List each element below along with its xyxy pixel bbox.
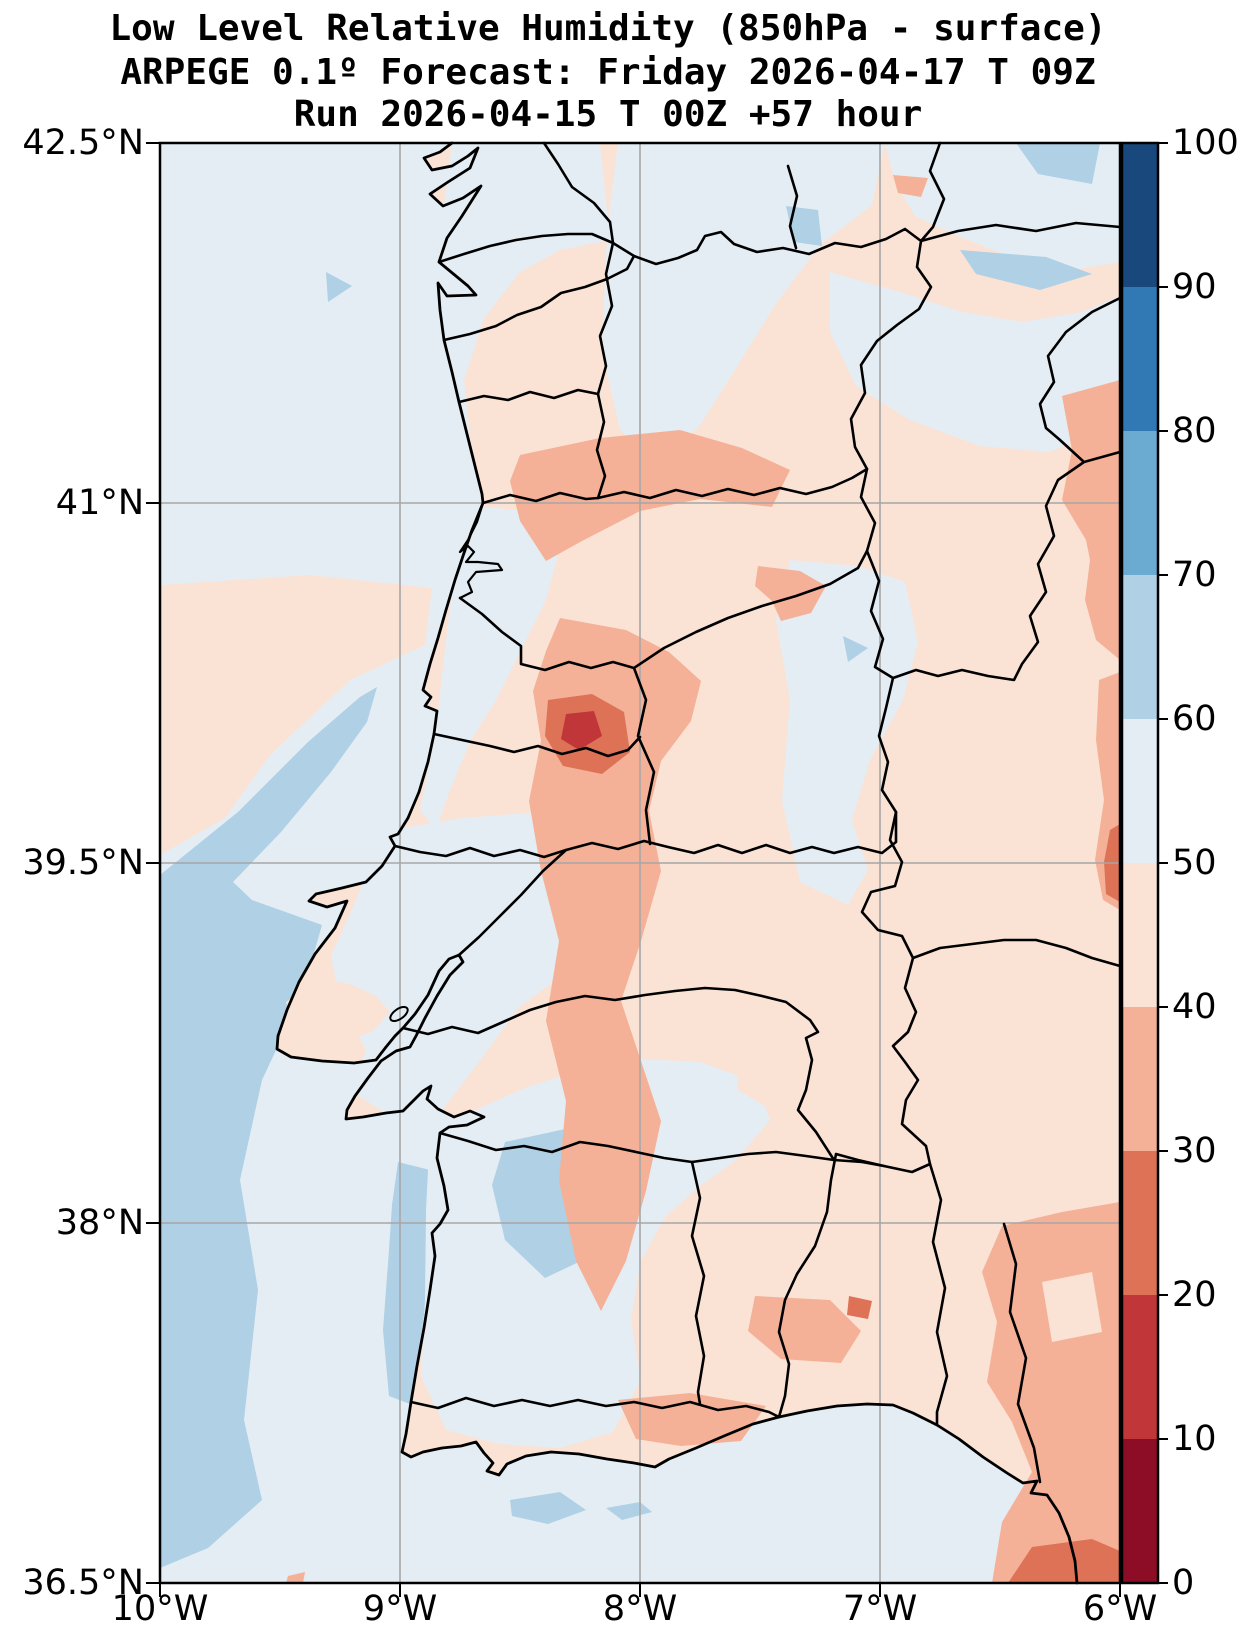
colorbar-tick-marks (1158, 142, 1168, 1584)
district-line-viseu-guarda (632, 549, 869, 670)
colorbar-bin-0-10 (1122, 1439, 1158, 1583)
colorbar-tick-100: 100 (1172, 123, 1239, 163)
province-line-huelva-vert (928, 1162, 949, 1427)
colorbar-bin-70-80 (1122, 431, 1158, 575)
admin-boundaries (275, 141, 1122, 1585)
dry-patch-south-alentejo (748, 1296, 861, 1363)
province-line-north-ew (919, 221, 1122, 243)
dry-region-se-corner (982, 1202, 1120, 1583)
district-line-viana-braga (442, 254, 636, 342)
district-line-porto-aveiro (481, 491, 600, 505)
lat-tick-36-5n: 36.5°N (22, 1563, 144, 1603)
district-line-vila-real-upper (596, 241, 615, 396)
dry-spot-south-alentejo (847, 1296, 872, 1319)
district-line-beja-vert (690, 1160, 706, 1406)
land-patch-alentejo-dry-island (735, 1042, 790, 1108)
district-line-coimbra-cbranco (632, 666, 656, 846)
colorbar-bin-40-50 (1122, 863, 1158, 1007)
district-line-braga-porto (457, 388, 600, 404)
ocean-moist-island-1 (510, 1492, 586, 1524)
colorbar (1120, 141, 1168, 1585)
moist-patch-north-2 (960, 250, 1092, 290)
province-line-galicia (542, 141, 615, 245)
colorbar-tick-60: 60 (1172, 699, 1217, 739)
colorbar-tick-40: 40 (1172, 987, 1217, 1027)
figure-subtitle: ARPEGE 0.1º Forecast: Friday 2026-04-17 … (120, 52, 1096, 93)
tagus-island-outline (389, 1005, 409, 1023)
portugal-spain-border (437, 227, 933, 1419)
colorbar-tick-10: 10 (1172, 1419, 1217, 1459)
moist-patch-ne-corner (1016, 143, 1100, 184)
district-line-aveiro-coimbra (458, 596, 636, 672)
district-line-lisboa-alentejo (401, 986, 836, 1162)
colorbar-bin-90-100 (1122, 143, 1158, 287)
ocean-moist-band (160, 687, 377, 1568)
province-line-badajoz-ew (911, 938, 1122, 968)
lat-tick-marks (146, 142, 160, 1584)
lat-tick-42-5n: 42.5°N (22, 123, 144, 163)
colorbar-tick-70: 70 (1172, 555, 1217, 595)
se-corner-pale-hole (1042, 1272, 1102, 1342)
dry-core-inner-estrela (561, 711, 602, 750)
colorbar-tick-0: 0 (1172, 1563, 1195, 1603)
tagus-river-line (457, 810, 898, 957)
lon-tick-7w: 7°W (842, 1589, 918, 1629)
dry-spot-bottom-edge (286, 1572, 305, 1583)
lon-tick-6w: 6°W (1082, 1589, 1158, 1629)
colorbar-bin-80-90 (1122, 287, 1158, 431)
dry-core-se-corner (1008, 1539, 1120, 1583)
moist-patch-douro (843, 636, 868, 662)
lon-tick-marks (159, 1583, 1121, 1597)
province-line-ourense (786, 164, 799, 250)
dry-patch-right-edge-north (1062, 380, 1120, 660)
province-line-sevilla-huelva (1002, 1222, 1042, 1484)
lon-tick-8w: 8°W (602, 1589, 678, 1629)
province-line-salamanca (1038, 296, 1122, 464)
dry-band-41n (510, 430, 790, 561)
colorbar-bin-10-20 (1122, 1295, 1158, 1439)
colorbar-tick-80: 80 (1172, 411, 1217, 451)
land-patch-lisbon-dry (286, 978, 390, 1043)
coastline (275, 141, 1079, 1585)
district-line-alentejo-algarve (409, 1396, 781, 1419)
colorbar-bin-50-60 (1122, 719, 1158, 863)
ocean-dry-band (160, 575, 432, 855)
moist-patch-north-1 (786, 206, 822, 246)
dry-core-outer-estrela (529, 618, 701, 1311)
colorbar-tick-90: 90 (1172, 267, 1217, 307)
lon-tick-10w: 10°W (111, 1589, 209, 1629)
figure-title: Low Level Relative Humidity (850hPa - su… (109, 8, 1107, 49)
figure-run-info: Run 2026-04-15 T 00Z +57 hour (293, 94, 923, 135)
colorbar-bin-20-30 (1122, 1151, 1158, 1295)
colorbar-tick-30: 30 (1172, 1131, 1217, 1171)
lat-tick-41n: 41°N (55, 483, 144, 523)
province-line-zamora-n (919, 141, 946, 243)
colorbar-tick-50: 50 (1172, 843, 1217, 883)
colorbar-bin-30-40 (1122, 1007, 1158, 1151)
colorbar-tick-20: 20 (1172, 1275, 1217, 1315)
district-line-evora-beja (438, 1131, 886, 1168)
district-line-coimbra-leiria (432, 732, 642, 758)
dry-patch-east-check (755, 566, 826, 621)
axes-frame (146, 141, 1122, 1597)
graticule (160, 143, 1120, 1583)
colorbar-bin-60-70 (1122, 575, 1158, 719)
lat-tick-38n: 38°N (55, 1203, 144, 1243)
land-patch-aveiro-coast (420, 505, 562, 830)
lat-tick-39-5n: 39.5°N (22, 843, 144, 883)
land-patch-east-swath (830, 272, 1120, 452)
province-line-caceres-north (891, 450, 1122, 682)
land-patch-minho (432, 143, 610, 520)
district-line-vila-real-lower (595, 392, 607, 500)
district-line-douro-ew (596, 467, 869, 500)
land-patch-border-band (776, 560, 918, 905)
district-line-leiria-santarem (393, 844, 568, 859)
ocean-moist-triangle-north (326, 272, 352, 302)
dry-patch-north-small (893, 175, 928, 197)
lon-tick-9w: 9°W (362, 1589, 438, 1629)
